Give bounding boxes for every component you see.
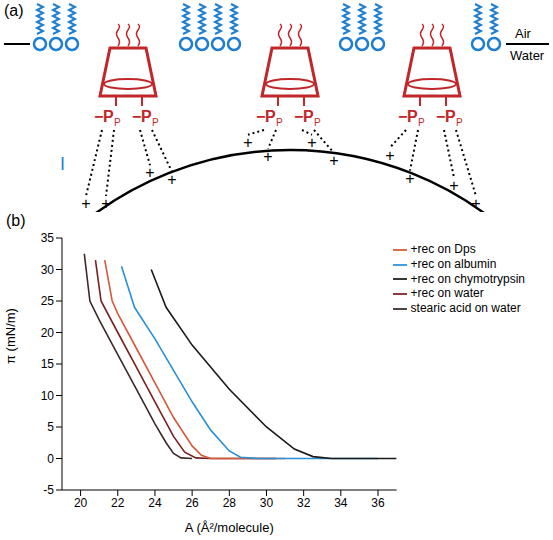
svg-text:24: 24 xyxy=(148,496,162,510)
svg-text:32: 32 xyxy=(297,496,311,510)
svg-text:Water: Water xyxy=(510,48,545,63)
svg-text:P: P xyxy=(265,108,276,125)
svg-text:+: + xyxy=(243,134,252,151)
svg-text:34: 34 xyxy=(334,496,348,510)
svg-text:30: 30 xyxy=(260,496,274,510)
svg-text:P: P xyxy=(456,117,463,128)
svg-text:P: P xyxy=(152,117,159,128)
svg-text:+: + xyxy=(145,164,154,181)
svg-text:Air: Air xyxy=(515,26,532,41)
svg-text:−: − xyxy=(398,108,407,125)
svg-text:-5: -5 xyxy=(43,483,54,497)
svg-text:−: − xyxy=(294,108,303,125)
svg-text:π (mN/m): π (mN/m) xyxy=(3,308,18,364)
svg-text:P: P xyxy=(114,117,121,128)
html-text:(b): (b) xyxy=(6,212,26,229)
svg-text:P: P xyxy=(276,117,283,128)
svg-text:35: 35 xyxy=(41,231,55,245)
svg-text:P: P xyxy=(303,108,314,125)
svg-text:P: P xyxy=(418,117,425,128)
svg-text:P: P xyxy=(314,117,321,128)
html-text:+rec on Dps: +rec on Dps xyxy=(410,242,476,256)
svg-text:P: P xyxy=(103,108,114,125)
svg-text:−: − xyxy=(132,108,141,125)
svg-text:−: − xyxy=(94,108,103,125)
svg-text:30: 30 xyxy=(41,263,55,277)
svg-text:+: + xyxy=(263,148,272,165)
html-text:+rec on water: +rec on water xyxy=(410,286,484,301)
svg-text:+: + xyxy=(405,170,414,187)
html-text:stearic acid on water: stearic acid on water xyxy=(410,301,521,316)
svg-text:−: − xyxy=(256,108,265,125)
svg-text:20: 20 xyxy=(41,326,55,340)
svg-text:10: 10 xyxy=(41,389,55,403)
svg-text:+: + xyxy=(101,195,110,212)
svg-text:P: P xyxy=(141,108,152,125)
svg-text:A (Å²/molecule): A (Å²/molecule) xyxy=(185,520,274,535)
svg-text:P: P xyxy=(407,108,418,125)
svg-text:−: − xyxy=(436,108,445,125)
svg-text:26: 26 xyxy=(185,496,199,510)
svg-text:0: 0 xyxy=(47,452,54,466)
svg-text:+: + xyxy=(81,195,90,212)
svg-text:36: 36 xyxy=(371,496,385,510)
svg-text:+: + xyxy=(167,171,176,188)
svg-text:+: + xyxy=(449,177,458,194)
svg-text:I: I xyxy=(60,154,65,174)
svg-text:+: + xyxy=(471,195,480,212)
svg-text:15: 15 xyxy=(41,357,55,371)
html-text:+rec on albumin: +rec on albumin xyxy=(410,256,497,271)
svg-text:+: + xyxy=(329,152,338,169)
html-text:+rec on chymotrypsin: +rec on chymotrypsin xyxy=(410,271,525,286)
svg-text:28: 28 xyxy=(223,496,237,510)
svg-text:+: + xyxy=(385,147,394,164)
svg-text:+: + xyxy=(307,134,316,151)
svg-text:(a): (a) xyxy=(4,2,24,19)
svg-text:22: 22 xyxy=(111,496,125,510)
svg-text:P: P xyxy=(445,108,456,125)
svg-text:5: 5 xyxy=(47,420,54,434)
svg-text:20: 20 xyxy=(74,496,88,510)
svg-text:25: 25 xyxy=(41,294,55,308)
